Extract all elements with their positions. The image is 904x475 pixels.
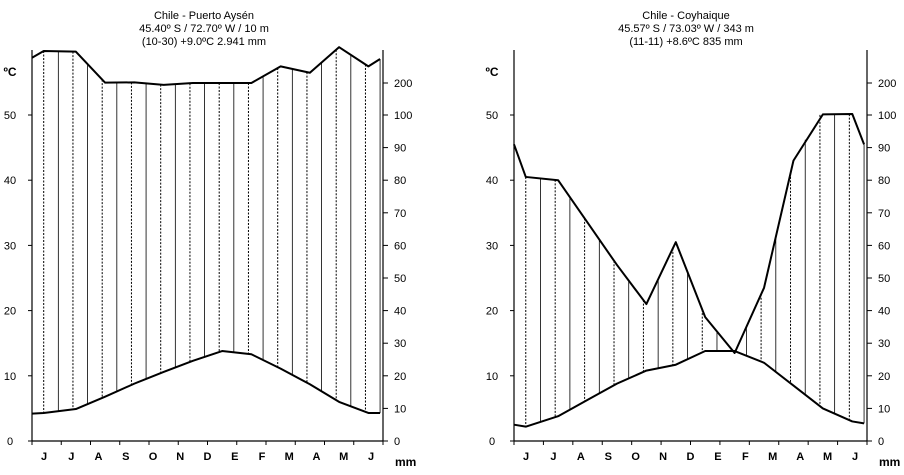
chart-title-line-2: 45.57º S / 73.03º W / 343 m <box>618 23 754 35</box>
precip-tick-label: 70 <box>878 208 890 220</box>
month-label: A <box>577 451 585 463</box>
month-label: E <box>231 451 238 463</box>
temp-tick-label: 50 <box>486 110 498 122</box>
month-label: A <box>313 451 321 463</box>
precip-tick-label: 70 <box>394 208 406 220</box>
month-label: F <box>742 451 749 463</box>
precip-axis-label: mm <box>395 455 416 469</box>
temp-tick-label: 30 <box>4 240 16 252</box>
temp-tick-label: 50 <box>4 110 16 122</box>
precip-tick-label: 10 <box>394 403 406 415</box>
month-label: O <box>149 451 158 463</box>
precip-tick-label: 0 <box>394 436 400 448</box>
precip-tick-label: 40 <box>394 306 406 318</box>
temp-axis-label: ºC <box>485 65 498 79</box>
month-label: A <box>796 451 804 463</box>
chart-title-line-1: Chile - Coyhaique <box>642 10 729 22</box>
month-label: A <box>95 451 103 463</box>
precip-tick-label: 20 <box>394 371 406 383</box>
temperature-line <box>513 350 865 428</box>
month-label: J <box>523 451 529 463</box>
precip-tick-label: 50 <box>394 273 406 285</box>
month-label: M <box>285 451 294 463</box>
precip-tick-label: 100 <box>878 110 896 122</box>
precip-tick-label: 60 <box>878 240 890 252</box>
precipitation-line <box>31 46 381 86</box>
month-label: F <box>259 451 266 463</box>
precip-tick-label: 80 <box>878 175 890 187</box>
month-label: O <box>631 451 640 463</box>
precip-tick-label: 50 <box>878 273 890 285</box>
precip-tick-label: 30 <box>878 338 890 350</box>
precip-tick-label: 200 <box>878 78 896 90</box>
chart-title-line-1: Chile - Puerto Aysén <box>154 10 254 22</box>
precip-tick-label: 0 <box>878 436 884 448</box>
chart-title-line-3: (10-30) +9.0ºC 2.941 mm <box>142 36 266 48</box>
month-label: D <box>204 451 212 463</box>
month-label: S <box>122 451 129 463</box>
temp-tick-label: 10 <box>486 371 498 383</box>
precip-tick-label: 20 <box>878 371 890 383</box>
month-label: J <box>68 451 74 463</box>
month-label: J <box>41 451 47 463</box>
month-label: D <box>687 451 695 463</box>
temp-tick-label: 0 <box>489 436 495 448</box>
precip-tick-label: 100 <box>394 110 412 122</box>
precip-axis-label: mm <box>879 455 900 469</box>
temp-axis-label: ºC <box>3 65 16 79</box>
precip-tick-label: 30 <box>394 338 406 350</box>
month-label: J <box>852 451 858 463</box>
month-label: E <box>714 451 721 463</box>
temp-tick-label: 20 <box>4 306 16 318</box>
temp-tick-label: 30 <box>486 240 498 252</box>
month-label: M <box>339 451 348 463</box>
precipitation-line <box>513 113 865 354</box>
temp-tick-label: 40 <box>486 175 498 187</box>
temp-tick-label: 40 <box>4 175 16 187</box>
precip-tick-label: 90 <box>394 143 406 155</box>
temp-tick-label: 0 <box>7 436 13 448</box>
precip-tick-label: 10 <box>878 403 890 415</box>
precip-tick-label: 200 <box>394 78 412 90</box>
precip-tick-label: 40 <box>878 306 890 318</box>
precip-tick-label: 80 <box>394 175 406 187</box>
month-label: J <box>550 451 556 463</box>
precip-tick-label: 60 <box>394 240 406 252</box>
temp-tick-label: 20 <box>486 306 498 318</box>
month-label: N <box>176 451 184 463</box>
temp-tick-label: 10 <box>4 371 16 383</box>
precip-tick-label: 90 <box>878 143 890 155</box>
chart-title-line-2: 45.40º S / 72.70º W / 10 m <box>139 23 269 35</box>
month-label: S <box>605 451 612 463</box>
month-label: M <box>823 451 832 463</box>
month-label: J <box>368 451 374 463</box>
temperature-line <box>31 350 381 415</box>
month-label: N <box>659 451 667 463</box>
month-label: M <box>768 451 777 463</box>
chart-title-line-3: (11-11) +8.6ºC 835 mm <box>629 36 742 48</box>
